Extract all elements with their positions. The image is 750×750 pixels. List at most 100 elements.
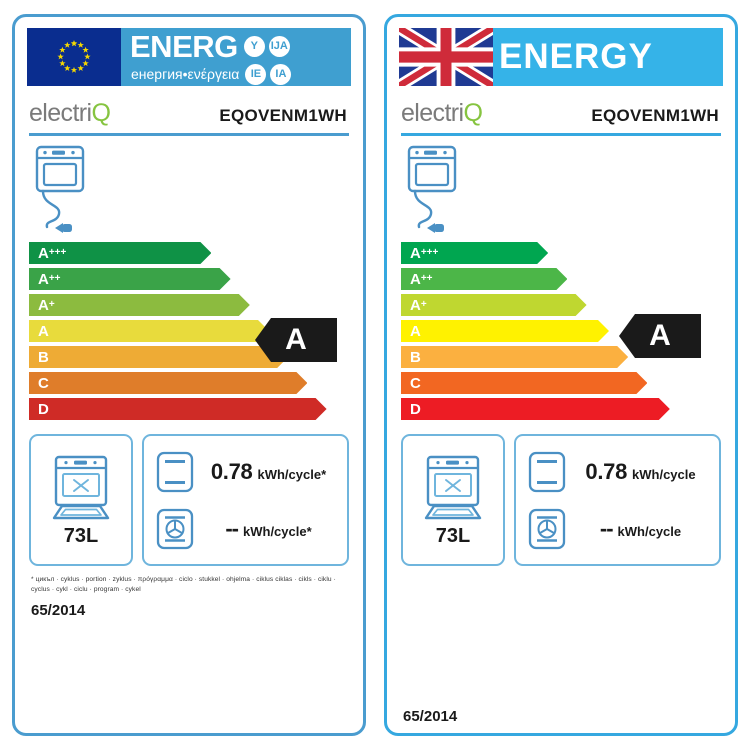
energy-class-arrow-d: D: [29, 398, 327, 420]
volume-value-eu: 73L: [63, 525, 99, 547]
energy-class-label: B: [38, 348, 49, 366]
volume-box-uk: 73L: [401, 434, 505, 566]
label-header-eu: ENERG Y IJA енергия•ενέργεια IE IA: [27, 28, 351, 86]
label-header-uk: ENERGY: [399, 28, 723, 86]
layout-spacer: [399, 566, 723, 704]
consumption-row-conventional-eu: 0.78 kWh/cycle*: [152, 443, 339, 500]
energy-word-eu: ENERG: [130, 28, 238, 64]
regulation-reference-eu: 65/2014: [31, 602, 86, 620]
logo-text: electri: [401, 99, 464, 127]
energy-class-row: C: [29, 372, 349, 394]
language-badge-ia: IA: [270, 63, 292, 85]
energy-class-row: D: [29, 398, 349, 420]
energy-class-arrow-appp: A +++: [401, 242, 548, 264]
energy-class-row: A +++: [401, 242, 721, 264]
logo-text: electri: [29, 99, 92, 127]
language-badge-y: Y: [243, 36, 265, 57]
consumption-row-fan-uk: -- kWh/cycle: [524, 500, 711, 557]
selected-rating-badge-uk: A: [619, 314, 701, 358]
energy-class-arrow-c: C: [29, 372, 307, 394]
energy-class-arrow-app: A ++: [401, 268, 567, 290]
energy-class-row: B: [401, 346, 721, 368]
energy-class-row: A +: [29, 294, 349, 316]
volume-value-uk: 73L: [435, 525, 471, 547]
energy-class-label: A: [38, 322, 49, 340]
model-number-uk: EQOVENM1WH: [591, 106, 719, 125]
energy-class-arrow-a: A: [401, 320, 609, 342]
language-badges-top: Y IJA: [243, 36, 290, 57]
model-number-eu: EQOVENM1WH: [219, 106, 347, 125]
energy-class-arrow-ap: A +: [29, 294, 250, 316]
info-panel-uk: 73L 0.78 kWh/cycle: [399, 434, 723, 566]
energy-scale-eu: A +++ A ++ A + A B C D A: [27, 242, 351, 424]
consumption-row-conventional-uk: 0.78 kWh/cycle: [524, 443, 711, 500]
energy-class-arrow-d: D: [401, 398, 670, 420]
energy-word-uk: ENERGY: [499, 37, 653, 76]
consumption-value-conventional-eu: 0.78: [210, 458, 253, 484]
energy-class-arrow-a: A: [29, 320, 269, 342]
consumption-value-fan-eu: --: [225, 515, 239, 541]
energy-class-label: B: [410, 348, 421, 366]
oven-cavity-icon: [52, 455, 110, 520]
consumption-unit-fan-uk: kWh/cycle: [617, 523, 682, 539]
language-badge-ie: IE: [245, 63, 267, 85]
energy-class-row: C: [401, 372, 721, 394]
energy-class-label: C: [410, 374, 421, 392]
energy-scale-uk: A +++ A ++ A + A B C D A: [399, 242, 723, 424]
brand-row-uk: electri Q EQOVENM1WH: [399, 99, 723, 128]
language-badges-bottom: IE IA: [245, 63, 292, 85]
energy-class-arrow-ap: A +: [401, 294, 587, 316]
energy-class-row: A +: [401, 294, 721, 316]
energy-class-label: A: [410, 270, 421, 288]
header-divider-uk: [401, 133, 721, 136]
oven-cavity-icon: [424, 455, 482, 520]
consumption-row-fan-eu: -- kWh/cycle*: [152, 500, 339, 557]
energy-class-row: B: [29, 346, 349, 368]
energy-class-label: A: [38, 270, 49, 288]
consumption-value-fan-uk: --: [599, 515, 614, 541]
energy-class-label: A: [410, 322, 421, 340]
energy-subtitle-eu: енергия•ενέργεια: [131, 66, 240, 82]
consumption-value-conventional-uk: 0.78: [585, 458, 628, 484]
logo-power-icon: Q: [91, 99, 111, 127]
energy-class-arrow-b: B: [401, 346, 628, 368]
energy-class-row: A ++: [29, 268, 349, 290]
language-badge-ija: IJA: [268, 36, 290, 57]
fan-forced-heating-icon: [152, 507, 198, 551]
energy-class-label: C: [38, 374, 49, 392]
energy-class-row: A: [29, 320, 349, 342]
energy-class-label: A: [410, 296, 421, 314]
energy-class-row: D: [401, 398, 721, 420]
selected-rating-badge-eu: A: [255, 318, 337, 362]
logo-power-icon: Q: [463, 99, 483, 127]
oven-with-plug-icon-uk: [405, 144, 723, 236]
energy-label-uk: ENERGY electri Q EQOVENM1WH: [384, 14, 738, 736]
energy-class-arrow-b: B: [29, 346, 288, 368]
energy-title-band-uk: ENERGY: [493, 28, 723, 86]
consumption-unit-fan-eu: kWh/cycle*: [243, 523, 312, 539]
eu-flag: [27, 28, 121, 86]
energy-title-band-eu: ENERG Y IJA енергия•ενέργεια IE IA: [121, 28, 351, 86]
oven-with-plug-icon-eu: [33, 144, 351, 236]
energy-class-label: A: [38, 296, 49, 314]
header-divider-eu: [29, 133, 349, 136]
energy-class-label: A: [38, 244, 49, 262]
consumption-unit-conventional-eu: kWh/cycle*: [257, 466, 327, 482]
regulation-reference-uk: 65/2014: [403, 708, 458, 725]
energy-class-row: A +++: [29, 242, 349, 264]
energy-class-row: A: [401, 320, 721, 342]
brand-row-eu: electri Q EQOVENM1WH: [27, 99, 351, 128]
electriq-logo: electri Q: [401, 99, 483, 128]
electriq-logo: electri Q: [29, 99, 111, 128]
info-panel-eu: 73L 0.78 kWh/cycle*: [27, 434, 351, 566]
energy-class-arrow-appp: A +++: [29, 242, 211, 264]
consumption-box-eu: 0.78 kWh/cycle*: [142, 434, 349, 566]
consumption-box-uk: 0.78 kWh/cycle: [514, 434, 721, 566]
energy-class-row: A ++: [401, 268, 721, 290]
fan-forced-heating-icon: [524, 507, 570, 551]
uk-flag: [399, 28, 493, 86]
footnote-eu: * цикъл · cyklus · portion · zyklus · πρ…: [31, 576, 336, 594]
energy-class-arrow-c: C: [401, 372, 647, 394]
energy-class-label: A: [410, 244, 421, 262]
